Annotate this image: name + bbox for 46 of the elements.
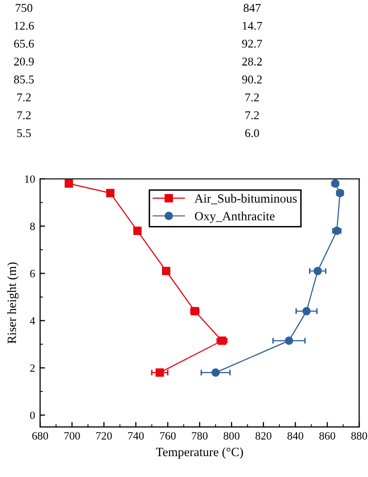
text: 750 <box>16 4 32 12</box>
x-tick-label: 800 <box>224 432 240 440</box>
text: 5.5 <box>17 129 31 138</box>
x-tick-label: 700 <box>64 432 80 440</box>
text: 85.5 <box>14 75 34 84</box>
y-axis-title: Riser height (m) <box>7 262 19 344</box>
y-tick-label: 0 <box>30 412 35 420</box>
point <box>64 179 73 188</box>
point <box>133 226 142 236</box>
text: 90.2 <box>242 75 262 84</box>
text: 14.7 <box>242 22 262 30</box>
point <box>284 336 294 345</box>
text: 847 <box>244 4 261 12</box>
y-tick-label: 4 <box>30 317 36 324</box>
text: 6.0 <box>245 129 260 138</box>
text: 7.2 <box>245 111 259 120</box>
text: 12.6 <box>14 22 34 30</box>
text: 65.6 <box>14 40 34 48</box>
x-tick-label: 720 <box>96 432 112 440</box>
text: 92.7 <box>242 40 262 48</box>
point <box>106 188 114 198</box>
legend-label: Oxy_Anthracite <box>194 212 274 223</box>
legend-label: Air_Sub-bituminous <box>194 194 297 204</box>
point <box>162 266 170 276</box>
y-tick-label: 8 <box>30 222 35 230</box>
point <box>314 266 322 276</box>
x-tick-label: 880 <box>351 432 368 440</box>
text: 7.2 <box>17 111 31 120</box>
x-tick-label: 840 <box>287 432 304 440</box>
x-tick-label: 760 <box>160 432 176 440</box>
x-tick-label: 680 <box>32 432 48 440</box>
y-tick-label: 10 <box>25 175 35 183</box>
point <box>302 306 311 316</box>
y-tick-label: 6 <box>30 270 35 278</box>
x-tick-label: 740 <box>128 432 144 440</box>
x-tick-label: 780 <box>192 432 208 440</box>
point <box>156 368 164 377</box>
text: 7.2 <box>245 93 259 102</box>
x-axis-title: Temperature (°C) <box>156 447 243 459</box>
x-tick-label: 820 <box>256 432 272 440</box>
x-tick-label: 860 <box>319 432 336 440</box>
point <box>211 368 220 377</box>
text: 28.2 <box>242 58 262 66</box>
text: 20.9 <box>14 58 34 66</box>
text: 7.2 <box>17 93 31 102</box>
y-tick-label: 2 <box>30 364 35 372</box>
